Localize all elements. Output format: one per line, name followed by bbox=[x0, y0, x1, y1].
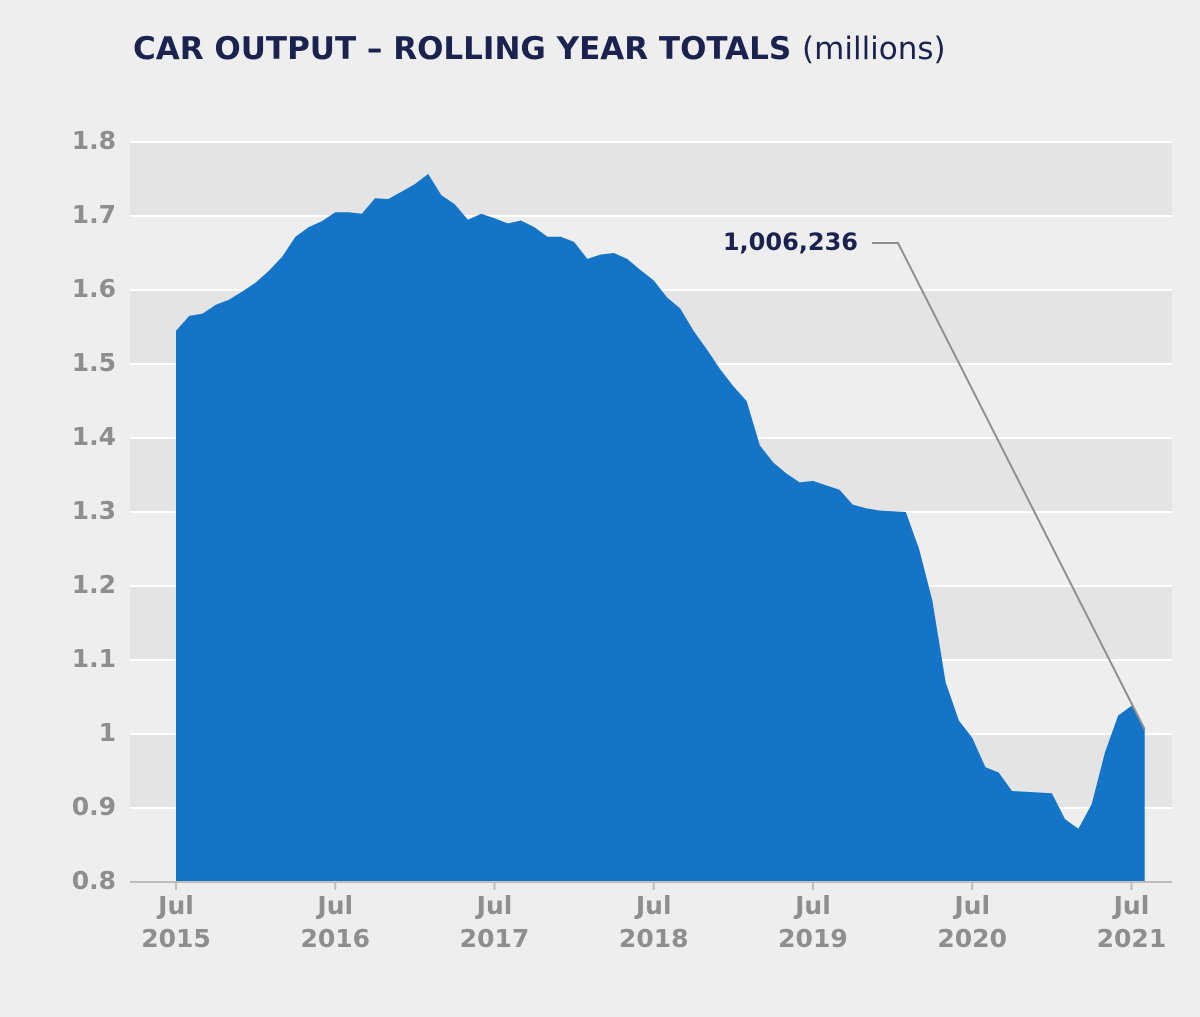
area bbox=[176, 173, 1145, 882]
y-tick-label: 0.9 bbox=[72, 792, 116, 821]
x-tick-label: Jul bbox=[156, 891, 194, 920]
x-tick-label: 2019 bbox=[778, 924, 848, 953]
y-tick-label: 1.3 bbox=[72, 496, 116, 525]
y-tick-label: 1.6 bbox=[72, 274, 116, 303]
title-text: CAR OUTPUT – ROLLING YEAR TOTALS bbox=[133, 31, 791, 67]
x-tick-label: 2017 bbox=[460, 924, 530, 953]
x-tick-label: Jul bbox=[952, 891, 990, 920]
y-tick-label: 0.8 bbox=[72, 866, 116, 895]
x-tick-label: Jul bbox=[793, 891, 831, 920]
annotation-leader bbox=[872, 242, 1146, 730]
y-tick-label: 1.2 bbox=[72, 570, 116, 599]
x-tick-label: 2018 bbox=[619, 924, 689, 953]
x-tick-label: 2020 bbox=[937, 924, 1007, 953]
grid-band bbox=[130, 142, 1172, 216]
data-label: 1,006,236 bbox=[723, 228, 858, 256]
y-tick-label: 1 bbox=[99, 718, 116, 747]
x-tick-label: 2021 bbox=[1097, 924, 1167, 953]
x-tick-label: Jul bbox=[315, 891, 353, 920]
x-tick-label: Jul bbox=[475, 891, 513, 920]
y-tick-label: 1.1 bbox=[72, 644, 116, 673]
title-unit: (millions) bbox=[802, 31, 946, 67]
x-tick-label: 2015 bbox=[141, 924, 211, 953]
x-tick-label: 2016 bbox=[300, 924, 370, 953]
y-tick-label: 1.8 bbox=[72, 126, 116, 155]
chart-title: CAR OUTPUT – ROLLING YEAR TOTALS (millio… bbox=[133, 31, 946, 67]
x-tick-label: Jul bbox=[634, 891, 672, 920]
y-tick-label: 1.7 bbox=[72, 200, 116, 229]
x-tick-label: Jul bbox=[1112, 891, 1150, 920]
y-tick-label: 1.5 bbox=[72, 348, 116, 377]
y-tick-label: 1.4 bbox=[72, 422, 116, 451]
